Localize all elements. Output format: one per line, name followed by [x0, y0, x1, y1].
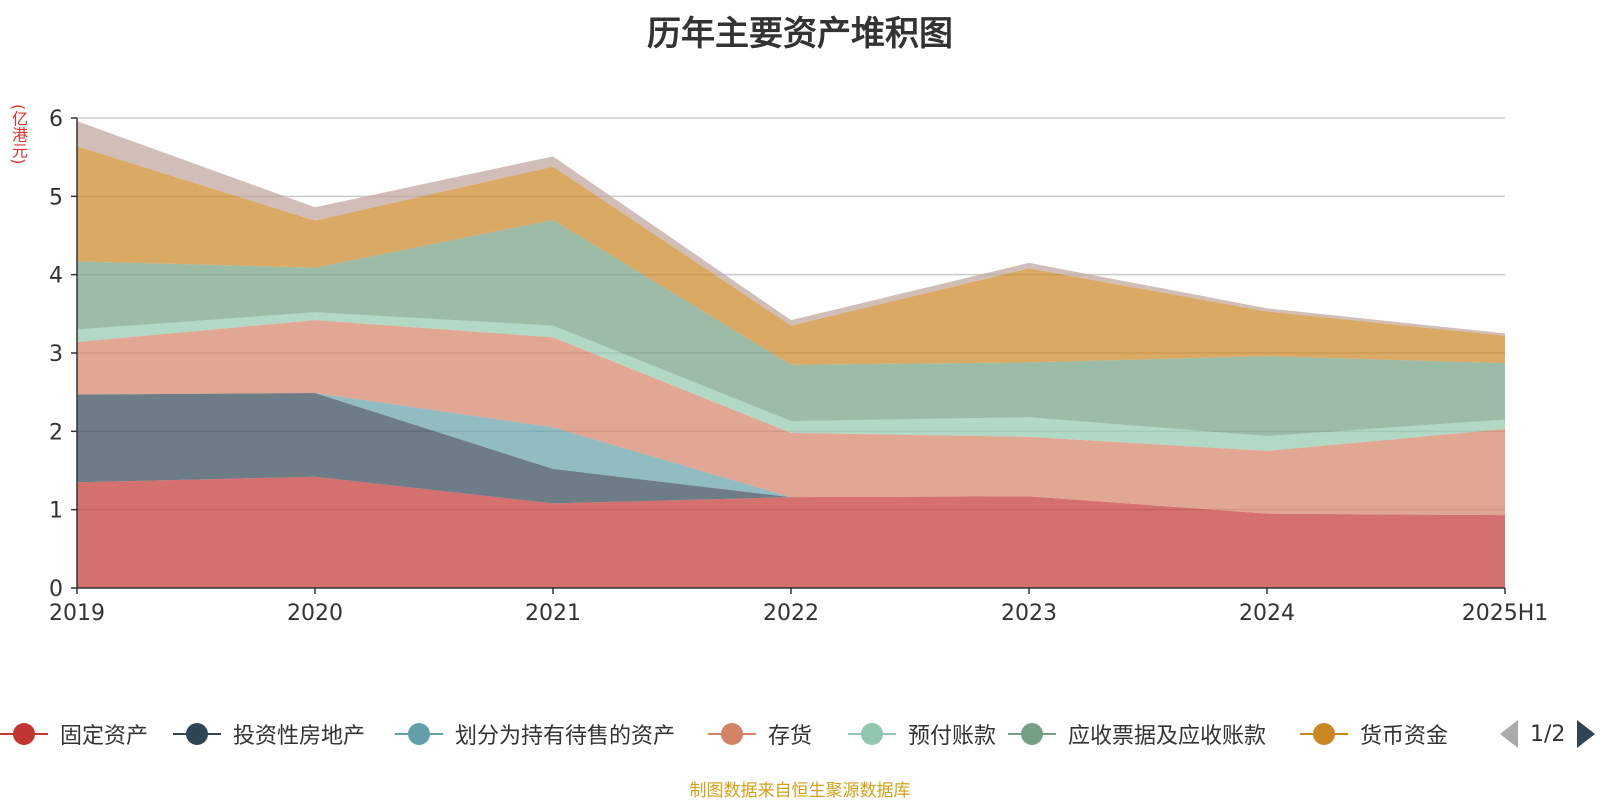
legend-label: 预付账款	[908, 724, 997, 749]
legend-item[interactable]: 固定资产	[0, 716, 148, 752]
data-source-note: 制图数据来自恒生聚源数据库	[689, 781, 911, 801]
y-tick-label: 3	[49, 342, 63, 367]
legend-marker-icon	[395, 716, 443, 752]
x-tick-label: 2020	[287, 601, 343, 626]
area-货币资金	[77, 146, 1505, 365]
legend-label: 划分为持有待售的资产	[455, 724, 676, 749]
legend-item[interactable]: 预付账款	[848, 716, 996, 752]
legend-page-indicator: 1/2	[1530, 721, 1566, 747]
y-tick-label: 1	[49, 499, 63, 524]
chart-title: 历年主要资产堆积图	[647, 14, 953, 54]
legend-label: 应收票据及应收账款	[1068, 724, 1267, 749]
legend-marker-icon	[708, 716, 756, 752]
legend-item[interactable]: 投资性房地产	[173, 716, 365, 752]
y-tick-label: 6	[49, 107, 63, 132]
area-应收票据及应收账款	[77, 219, 1505, 437]
area-预付账款	[77, 312, 1505, 451]
legend-pager: 1/2	[1500, 716, 1596, 752]
legend-marker-icon	[1300, 716, 1348, 752]
x-tick-label: 2022	[763, 601, 819, 626]
chart-legend: 固定资产 投资性房地产 划分为持有待售的资产 存货 预付账款 应收票据及应收账款 货币资金	[0, 716, 1600, 752]
legend-label: 投资性房地产	[233, 724, 366, 749]
x-tick-label: 2021	[525, 601, 581, 626]
stacked-area-chart: 0 1 2 3 4 5 6 2019 2020 2021 2022 2023 2024 2025H1	[49, 107, 1549, 626]
legend-label: 固定资产	[60, 724, 149, 749]
y-tick-label: 2	[49, 420, 63, 445]
y-tick-label: 0	[49, 577, 63, 602]
x-tick-label: 2023	[1001, 601, 1057, 626]
y-axis-unit-label: (亿港元)	[9, 104, 28, 165]
legend-item[interactable]: 货币资金	[1300, 716, 1448, 752]
legend-marker-icon	[848, 716, 896, 752]
legend-label: 货币资金	[1360, 724, 1449, 749]
y-tick-label: 4	[49, 264, 63, 289]
y-tick-label: 5	[49, 185, 63, 210]
legend-marker-icon	[0, 716, 48, 752]
legend-item[interactable]: 划分为持有待售的资产	[395, 716, 675, 752]
legend-item[interactable]: 应收票据及应收账款	[1008, 716, 1266, 752]
legend-item[interactable]: 存货	[708, 716, 812, 752]
area-划分为持有待售的资产	[77, 392, 1505, 516]
x-tick-label: 2024	[1239, 601, 1295, 626]
x-tick-label: 2019	[49, 601, 105, 626]
x-tick-label: 2025H1	[1462, 601, 1549, 626]
legend-marker-icon	[1008, 716, 1056, 752]
area-投资性房地产	[77, 392, 1505, 516]
area-固定资产	[77, 476, 1505, 588]
legend-next-page-icon[interactable]	[1577, 720, 1596, 748]
legend-prev-page-icon[interactable]	[1500, 720, 1518, 748]
area-存货	[77, 320, 1505, 516]
legend-marker-icon	[173, 716, 221, 752]
legend-label: 存货	[768, 724, 813, 749]
